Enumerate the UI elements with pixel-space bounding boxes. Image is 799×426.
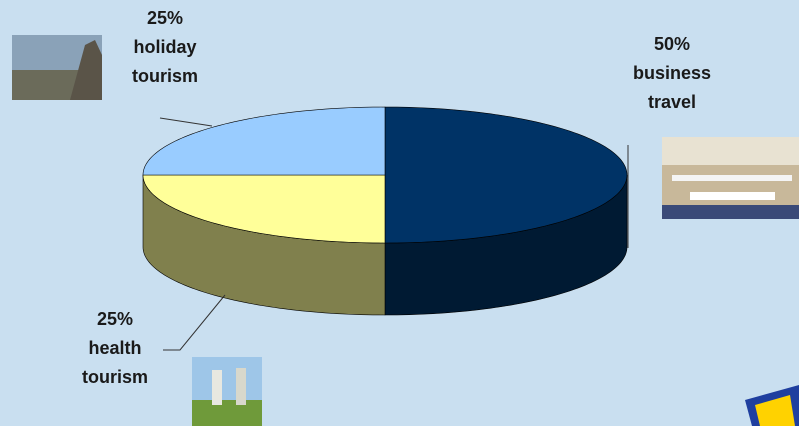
logo	[745, 385, 799, 426]
value-label: 50%	[653, 34, 691, 54]
pie-slice	[142, 106, 386, 176]
slice-label: 50% business travel	[617, 30, 727, 117]
pie	[142, 106, 628, 316]
photo-castle	[12, 35, 102, 100]
photo-meeting-room	[662, 137, 799, 219]
category-label: health tourism	[81, 338, 148, 387]
pie-slice	[384, 106, 628, 244]
category-label: holiday tourism	[131, 37, 198, 86]
photo-joggers	[192, 357, 262, 426]
slice-label: 25% holiday tourism	[110, 4, 220, 91]
value-label: 25%	[96, 309, 134, 329]
value-label: 25%	[146, 8, 184, 28]
leader-line	[159, 117, 213, 127]
leader-line	[163, 294, 226, 351]
slice-label: 25% health tourism	[60, 305, 170, 392]
category-label: business travel	[632, 63, 712, 112]
pie-slice	[142, 174, 386, 244]
